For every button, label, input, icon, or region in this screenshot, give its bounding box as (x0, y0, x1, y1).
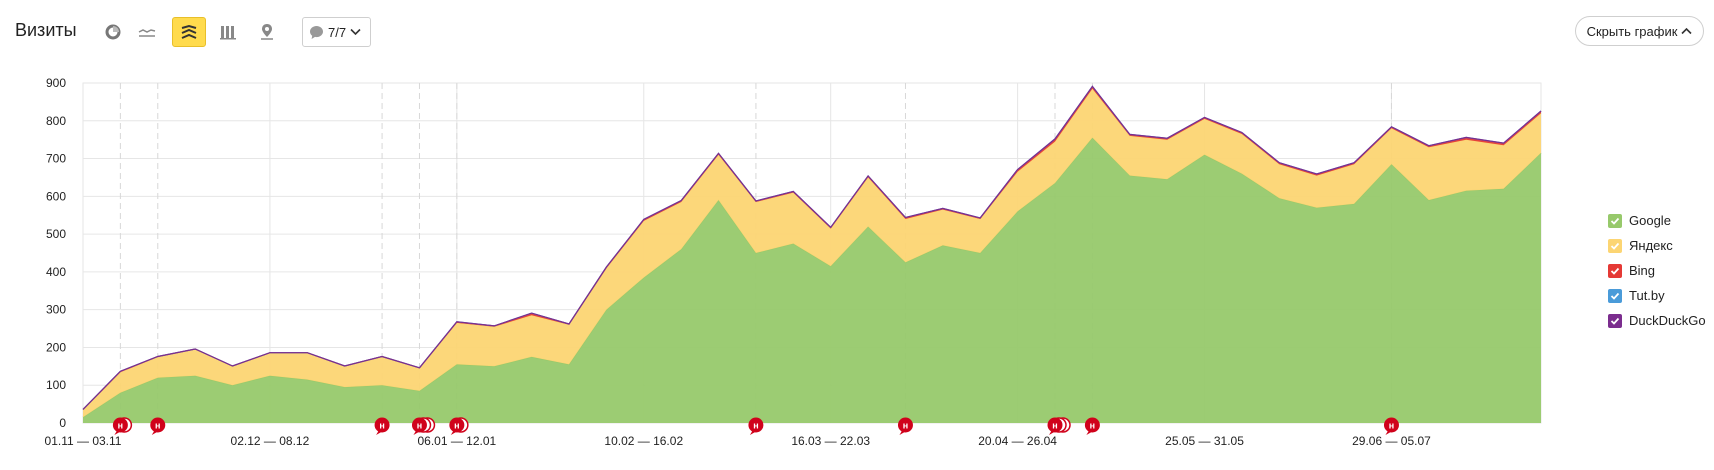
map-button[interactable] (250, 17, 284, 47)
y-tick-label: 500 (46, 227, 66, 241)
note-marker[interactable]: н (897, 417, 913, 436)
note-bubble (411, 417, 427, 433)
line-duckduckgo (82, 85, 1542, 410)
note-bubble (1084, 417, 1100, 433)
note-marker[interactable]: н (1047, 417, 1071, 436)
y-tick-label: 100 (46, 378, 66, 392)
y-tick-label: 600 (46, 189, 66, 203)
note-bubble (1383, 417, 1399, 433)
legend-checkbox[interactable] (1608, 213, 1622, 228)
legend-checkbox[interactable] (1608, 238, 1622, 253)
note-marker[interactable]: н (150, 417, 166, 436)
note-label: н (417, 421, 422, 431)
column-chart-icon (220, 26, 236, 40)
legend-checkbox[interactable] (1608, 288, 1622, 303)
y-tick-label: 200 (46, 340, 66, 354)
note-label: н (1052, 421, 1057, 431)
x-tick-label: 20.04 — 26.04 (978, 434, 1057, 448)
area-google (83, 137, 1541, 424)
line-chart-button[interactable] (130, 17, 164, 47)
hide-chart-label: Скрыть график (1586, 23, 1678, 39)
stacked-area-chart: 0 100 200 300 400 500 600 700 800 900 01.11 — 03.1… (45, 76, 1542, 448)
note-marker[interactable]: н (112, 417, 133, 436)
x-tick-label: 02.12 — 08.12 (231, 434, 310, 448)
legend-item[interactable]: Bing (1608, 258, 1706, 283)
note-bubble (449, 417, 465, 433)
note-bubble (1047, 417, 1063, 433)
checkmark-icon (1610, 292, 1620, 300)
y-tick-label: 300 (46, 303, 66, 317)
x-tick-label: 25.05 — 31.05 (1165, 434, 1244, 448)
map-icon (261, 24, 273, 40)
column-chart-button[interactable] (211, 17, 245, 47)
checkmark-icon (1610, 217, 1620, 225)
legend-item[interactable]: Tut.by (1608, 283, 1706, 308)
note-marker[interactable]: н (748, 417, 764, 436)
legend-label: Tut.by (1629, 288, 1665, 303)
note-label: н (379, 421, 384, 431)
x-tick-label: 10.02 — 16.02 (604, 434, 683, 448)
note-marker[interactable]: н (1084, 417, 1100, 436)
area-яндекс (83, 88, 1541, 418)
legend-item[interactable]: Google (1608, 208, 1706, 233)
stacked-area-icon (181, 24, 197, 39)
hide-chart-button[interactable]: Скрыть график (1575, 16, 1704, 46)
chart-toolbar: Визиты (0, 14, 1714, 47)
note-label: н (118, 421, 123, 431)
x-tick-label: 29.06 — 05.07 (1352, 434, 1431, 448)
chevron-up-icon (1681, 27, 1692, 35)
x-tick-label: 06.01 — 12.01 (417, 434, 496, 448)
note-bubble (748, 417, 764, 433)
pie-chart-icon (105, 24, 121, 40)
y-tick-label: 0 (59, 416, 66, 430)
legend-label: Google (1629, 213, 1671, 228)
line-chart-icon (138, 29, 156, 37)
comment-icon (310, 25, 323, 39)
note-marker[interactable]: н (411, 417, 436, 436)
x-tick-label: 16.03 — 22.03 (791, 434, 870, 448)
note-label: н (903, 421, 908, 431)
y-tick-label: 700 (46, 152, 66, 166)
note-marker[interactable]: н (1383, 417, 1399, 436)
y-tick-label: 900 (46, 76, 66, 90)
notes-count: 7/7 (328, 24, 347, 40)
notes-filter-button[interactable]: 7/7 (302, 17, 371, 47)
legend-checkbox[interactable] (1608, 263, 1622, 278)
note-bubble (112, 417, 128, 433)
chevron-down-icon (350, 28, 361, 36)
note-label: н (155, 421, 160, 431)
legend-item[interactable]: DuckDuckGo (1608, 308, 1706, 333)
note-label: н (454, 421, 459, 431)
note-label: н (1090, 421, 1095, 431)
legend-checkbox[interactable] (1608, 313, 1622, 328)
stacked-area-button[interactable] (172, 17, 206, 47)
legend-item[interactable]: Яндекс (1608, 233, 1706, 258)
checkmark-icon (1610, 317, 1620, 325)
checkmark-icon (1610, 267, 1620, 275)
pie-chart-button[interactable] (96, 17, 130, 47)
note-bubble (150, 417, 166, 433)
note-label: н (753, 421, 758, 431)
y-tick-label: 800 (46, 114, 66, 128)
note-marker[interactable]: н (449, 417, 469, 436)
legend-label: Bing (1629, 263, 1656, 278)
x-tick-label: 01.11 — 03.11 (45, 434, 122, 448)
note-bubble (897, 417, 913, 433)
note-marker[interactable]: н (374, 417, 390, 436)
checkmark-icon (1610, 242, 1620, 250)
legend-label: DuckDuckGo (1629, 313, 1706, 328)
note-bubble (374, 417, 390, 433)
y-tick-label: 400 (46, 265, 66, 279)
legend-label: Яндекс (1629, 238, 1673, 253)
note-label: н (1389, 421, 1394, 431)
chart-legend: Google Яндекс Bing Tut.by DuckDuckGo (1608, 208, 1706, 333)
chart-title: Визиты (15, 20, 77, 40)
